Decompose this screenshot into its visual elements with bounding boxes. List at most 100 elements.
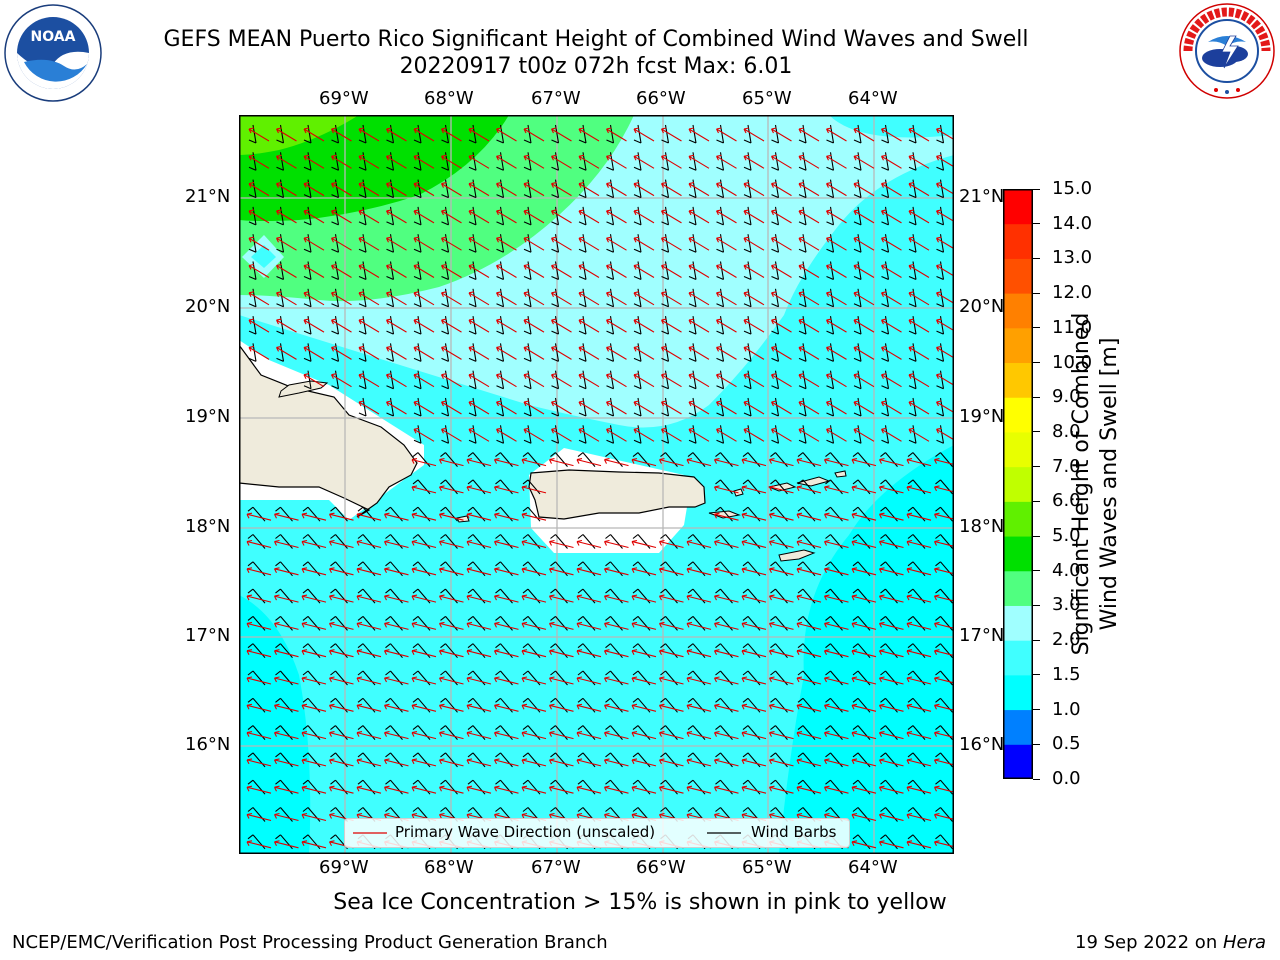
wind-barb xyxy=(825,670,843,686)
lat-label-left: 21°N xyxy=(185,186,231,207)
wave-direction-arrow xyxy=(908,236,930,251)
wave-direction-arrow xyxy=(714,731,739,740)
wave-direction-arrow xyxy=(908,154,930,169)
wind-barb xyxy=(852,807,871,822)
wave-direction-arrow xyxy=(824,703,849,712)
wind-barb xyxy=(880,506,898,522)
wave-direction-arrow xyxy=(303,318,325,333)
wind-barb xyxy=(357,779,376,795)
wave-direction-arrow xyxy=(439,703,464,712)
wind-barb xyxy=(797,643,816,659)
wave-direction-arrow xyxy=(276,345,297,360)
wave-direction-arrow xyxy=(384,785,409,794)
wave-direction-arrow xyxy=(604,703,629,712)
wind-barb xyxy=(357,670,376,686)
wave-direction-arrow xyxy=(851,731,877,740)
wave-direction-arrow xyxy=(301,512,327,521)
wave-direction-arrow xyxy=(576,758,602,767)
wave-direction-arrow xyxy=(413,127,435,142)
wave-direction-arrow xyxy=(578,373,600,388)
wave-direction-arrow xyxy=(329,785,354,794)
wave-direction-arrow xyxy=(576,785,602,794)
chart-title: GEFS MEAN Puerto Rico Significant Height… xyxy=(163,27,1029,52)
wind-barb xyxy=(852,834,871,850)
wave-direction-arrow xyxy=(496,373,517,388)
wind-barb xyxy=(825,561,843,577)
wind-barb xyxy=(330,670,348,686)
wind-barb xyxy=(467,670,486,686)
wave-direction-arrow xyxy=(468,127,490,142)
wave-direction-arrow xyxy=(906,812,932,822)
wind-barb xyxy=(825,779,843,795)
wave-direction-arrow xyxy=(521,703,547,712)
wind-barb xyxy=(495,506,513,522)
wave-direction-arrow xyxy=(741,458,767,467)
wave-direction-arrow xyxy=(356,703,382,712)
wind-barb xyxy=(302,807,321,822)
colorbar-swatch xyxy=(1003,674,1033,711)
wind-barb xyxy=(935,643,953,659)
wind-barb xyxy=(605,534,623,549)
wave-direction-arrow xyxy=(276,154,297,169)
wave-direction-arrow xyxy=(521,785,547,794)
wave-direction-arrow xyxy=(853,400,875,415)
wave-direction-arrow xyxy=(881,263,902,278)
wind-barb xyxy=(550,615,568,631)
lat-label-left: 16°N xyxy=(185,734,231,755)
wave-direction-arrow xyxy=(824,594,849,603)
wind-barb xyxy=(522,506,541,522)
colorbar-tick-mark xyxy=(1033,396,1040,398)
wave-direction-arrow xyxy=(523,182,545,197)
wave-direction-arrow xyxy=(934,731,954,739)
wave-direction-arrow xyxy=(714,703,739,712)
wind-barb xyxy=(880,561,898,577)
wave-direction-arrow xyxy=(824,458,849,467)
wind-barb xyxy=(770,506,788,522)
wave-direction-arrow xyxy=(851,594,877,603)
wave-zone-1-0 xyxy=(779,445,954,854)
wind-barb xyxy=(907,588,926,604)
wind-barb xyxy=(522,452,541,467)
wave-direction-arrow xyxy=(604,676,629,685)
wave-direction-arrow xyxy=(688,400,710,415)
wind-barb xyxy=(440,752,458,768)
wind-barb xyxy=(770,752,788,768)
wave-direction-arrow xyxy=(906,621,932,630)
wave-direction-arrow xyxy=(631,621,657,630)
wave-direction-arrow xyxy=(551,182,572,197)
wave-direction-arrow xyxy=(741,731,767,740)
wave-direction-arrow xyxy=(248,154,270,169)
wave-direction-arrow xyxy=(604,621,629,630)
lon-label-bottom: 66°W xyxy=(636,857,686,878)
wind-barb xyxy=(687,752,706,768)
wave-direction-arrow xyxy=(466,731,492,740)
wind-barb xyxy=(742,561,761,577)
wave-direction-arrow xyxy=(413,400,435,415)
colorbar-tick-label: 1.0 xyxy=(1052,698,1081,720)
wave-direction-arrow xyxy=(741,594,767,603)
wave-direction-arrow xyxy=(769,703,794,712)
wave-zone-1-5 xyxy=(251,245,276,268)
wind-barb xyxy=(797,534,816,549)
wind-barb xyxy=(935,561,953,577)
lat-label-right: 20°N xyxy=(959,296,1005,317)
colorbar-tick-mark xyxy=(1033,778,1040,780)
wave-direction-arrow xyxy=(908,345,930,360)
wave-direction-arrow xyxy=(716,373,737,388)
wind-barb xyxy=(935,615,953,631)
wave-direction-arrow xyxy=(468,373,490,388)
wave-direction-arrow xyxy=(606,209,627,224)
wind-barb xyxy=(907,807,926,822)
wind-barb xyxy=(770,697,788,713)
wind-barb xyxy=(495,452,513,467)
wind-barb xyxy=(577,643,596,659)
wave-direction-arrow xyxy=(468,209,490,224)
wave-direction-arrow xyxy=(686,649,712,658)
wave-direction-arrow xyxy=(246,621,272,630)
wave-direction-arrow xyxy=(439,512,464,521)
wave-direction-arrow xyxy=(549,594,574,603)
colorbar-tick-mark xyxy=(1033,570,1040,572)
wave-direction-arrow xyxy=(358,236,380,251)
wave-direction-arrow xyxy=(686,539,712,549)
wave-direction-arrow xyxy=(686,621,712,630)
